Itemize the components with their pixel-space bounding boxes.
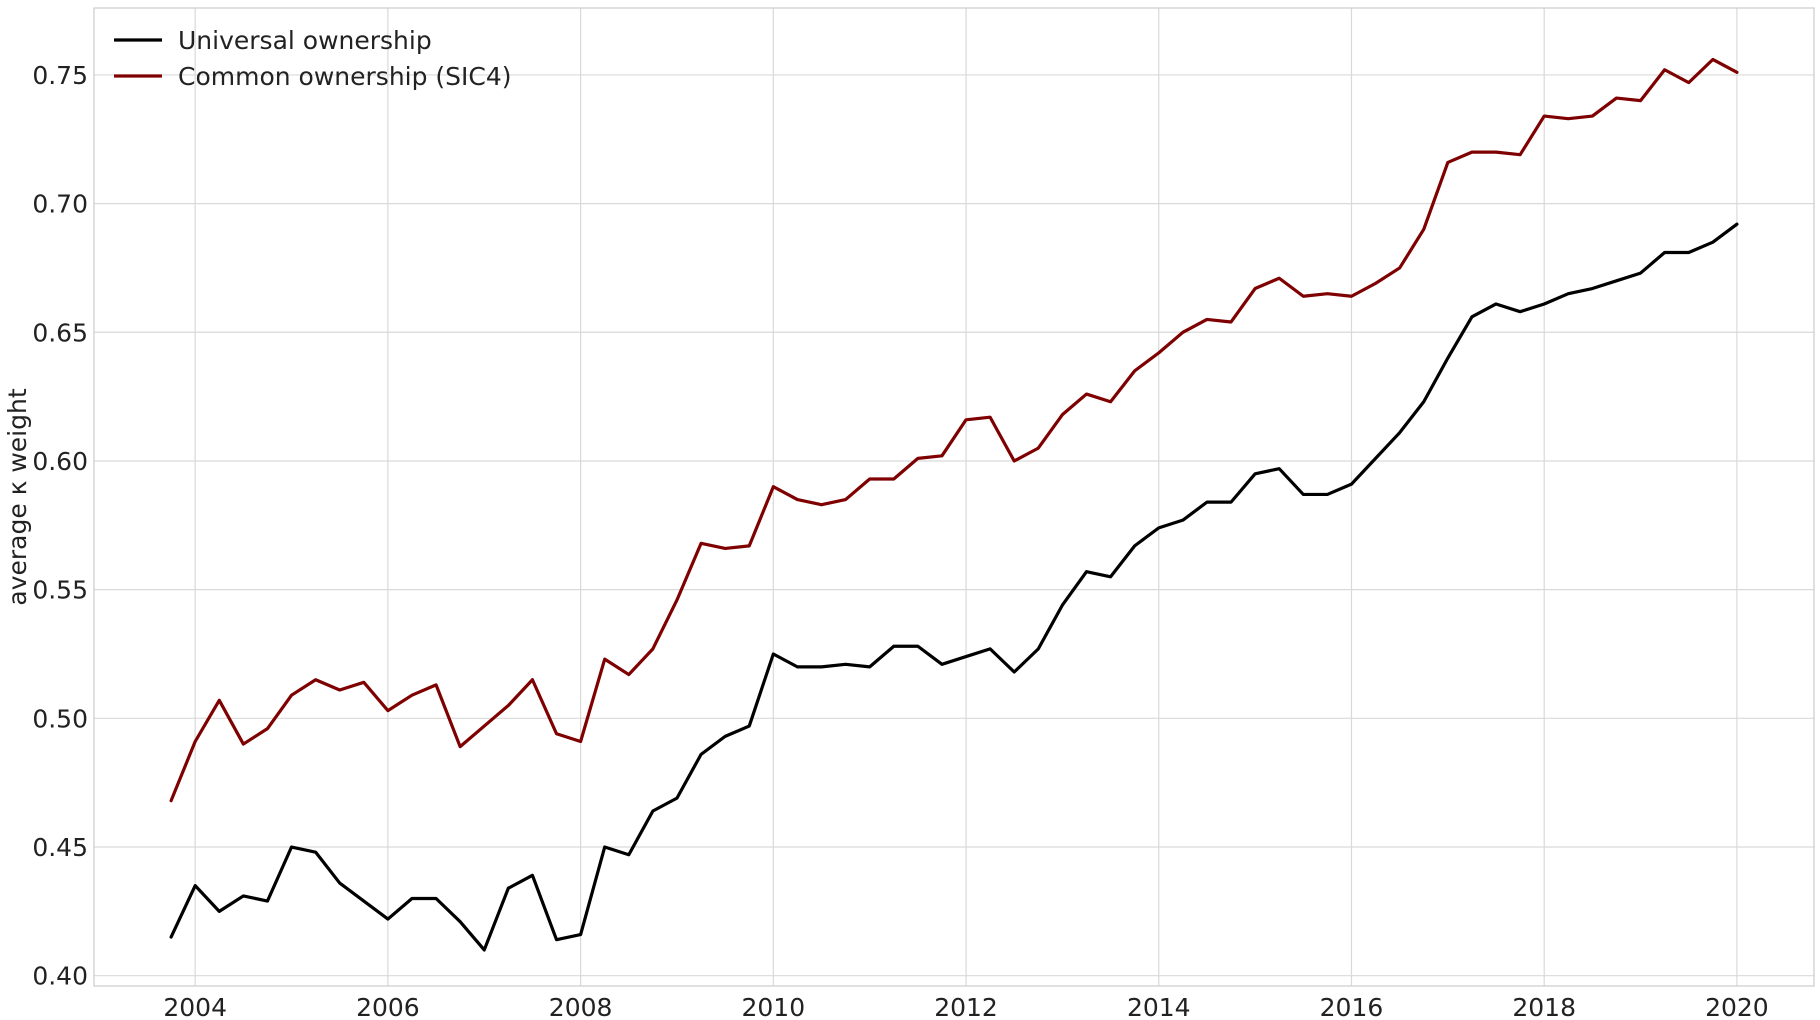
grid bbox=[94, 8, 1814, 986]
x-tick-label: 2020 bbox=[1705, 993, 1769, 1020]
series-lines bbox=[169, 57, 1739, 952]
x-tick-label: 2018 bbox=[1512, 993, 1576, 1020]
plot-frame bbox=[93, 7, 1815, 987]
x-tick-label: 2010 bbox=[742, 993, 806, 1020]
x-tick-label: 2004 bbox=[163, 993, 227, 1020]
series-line-common-ownership-sic4 bbox=[169, 57, 1739, 803]
y-tick-label: 0.75 bbox=[32, 61, 88, 90]
y-tick-label: 0.50 bbox=[32, 704, 88, 733]
series-line-universal-ownership bbox=[169, 222, 1739, 952]
x-tick-label: 2016 bbox=[1320, 993, 1384, 1020]
x-tick-label: 2008 bbox=[549, 993, 613, 1020]
y-axis-label: average κ weight bbox=[3, 388, 32, 605]
y-tick-label: 0.65 bbox=[32, 318, 88, 347]
legend-label: Universal ownership bbox=[178, 26, 432, 55]
y-tick-label: 0.60 bbox=[32, 447, 88, 476]
y-tick-label: 0.55 bbox=[32, 576, 88, 605]
y-tick-label: 0.40 bbox=[32, 962, 88, 991]
y-tick-label: 0.45 bbox=[32, 833, 88, 862]
x-tick-label: 2012 bbox=[934, 993, 998, 1020]
legend: Universal ownership Common ownership (SIC… bbox=[114, 26, 512, 91]
y-tick-label: 0.70 bbox=[32, 190, 88, 219]
x-axis-ticks: 2004 2006 2008 2010 2012 2014 2016 2018 2020 bbox=[163, 993, 1768, 1020]
x-tick-label: 2006 bbox=[356, 993, 420, 1020]
y-axis-ticks: 0.40 0.45 0.50 0.55 0.60 0.65 0.70 0.75 bbox=[32, 61, 88, 991]
x-tick-label: 2014 bbox=[1127, 993, 1191, 1020]
legend-label: Common ownership (SIC4) bbox=[178, 62, 512, 91]
